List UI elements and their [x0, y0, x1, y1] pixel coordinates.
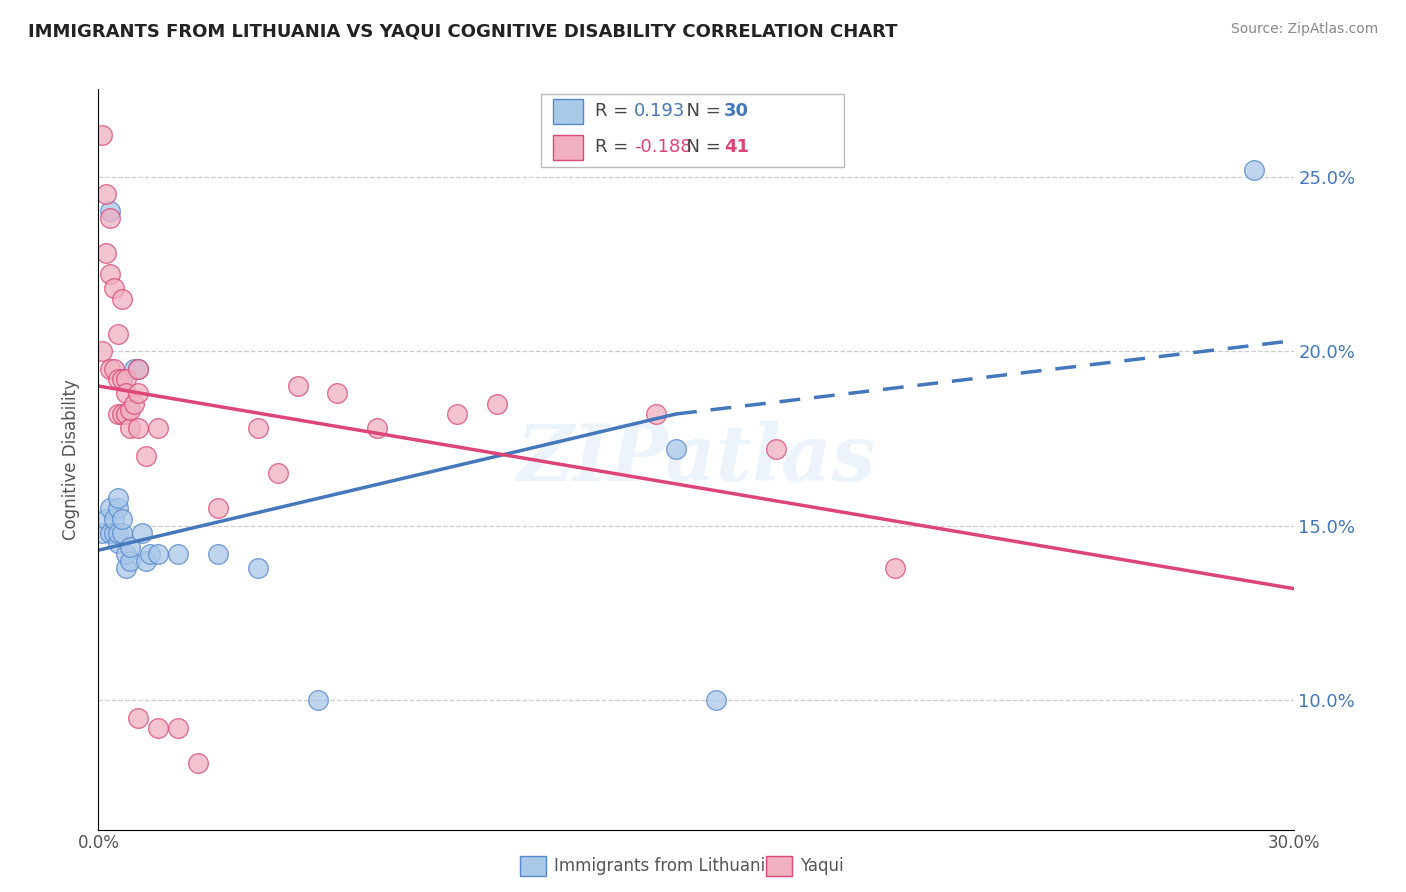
Point: [139, 547, 162, 561]
Point: [107, 326, 129, 341]
Text: N =: N =: [675, 138, 727, 156]
Text: Immigrants from Lithuania: Immigrants from Lithuania: [554, 857, 775, 875]
Point: [267, 467, 290, 481]
Point: [103, 525, 125, 540]
Point: [124, 361, 146, 376]
Point: [246, 560, 269, 574]
Text: R =: R =: [595, 138, 634, 156]
Point: [120, 421, 142, 435]
Point: [127, 421, 149, 435]
Point: [91, 525, 114, 540]
Point: [1243, 162, 1265, 177]
Point: [111, 372, 134, 386]
Point: [111, 292, 134, 306]
Text: -0.188: -0.188: [634, 138, 692, 156]
Point: [111, 512, 134, 526]
Point: [485, 396, 508, 410]
Point: [148, 547, 170, 561]
Point: [103, 512, 125, 526]
Point: [645, 407, 668, 421]
Point: [127, 711, 149, 725]
Text: ZIPatlas: ZIPatlas: [516, 421, 876, 498]
Point: [96, 186, 118, 201]
Point: [120, 403, 142, 417]
Point: [207, 501, 229, 516]
Text: 30: 30: [724, 103, 749, 120]
Point: [884, 560, 907, 574]
Point: [135, 554, 157, 568]
Point: [326, 386, 349, 401]
Point: [91, 128, 114, 142]
Point: [167, 547, 190, 561]
Text: R =: R =: [595, 103, 634, 120]
Point: [103, 281, 125, 295]
Point: [704, 693, 727, 707]
Text: Source: ZipAtlas.com: Source: ZipAtlas.com: [1230, 22, 1378, 37]
Point: [98, 525, 122, 540]
Point: [135, 449, 157, 463]
Point: [307, 693, 329, 707]
Text: N =: N =: [675, 103, 727, 120]
Point: [111, 525, 134, 540]
Point: [107, 372, 129, 386]
Point: [103, 361, 125, 376]
Point: [91, 344, 114, 359]
Point: [207, 547, 229, 561]
Text: 41: 41: [724, 138, 749, 156]
Point: [120, 540, 142, 554]
Point: [107, 525, 129, 540]
Point: [115, 547, 138, 561]
Point: [187, 756, 209, 771]
Point: [115, 372, 138, 386]
Point: [107, 501, 129, 516]
Point: [446, 407, 468, 421]
Point: [115, 386, 138, 401]
Point: [115, 407, 138, 421]
Point: [111, 407, 134, 421]
Point: [98, 501, 122, 516]
Y-axis label: Cognitive Disability: Cognitive Disability: [62, 379, 80, 540]
Point: [127, 361, 149, 376]
Point: [287, 379, 309, 393]
Point: [96, 246, 118, 260]
Point: [246, 421, 269, 435]
Text: 0.193: 0.193: [634, 103, 686, 120]
Point: [765, 442, 787, 456]
Point: [148, 721, 170, 735]
Point: [127, 361, 149, 376]
Point: [98, 211, 122, 226]
Point: [665, 442, 688, 456]
Point: [107, 536, 129, 550]
Text: Yaqui: Yaqui: [800, 857, 844, 875]
Point: [124, 396, 146, 410]
Point: [115, 560, 138, 574]
Point: [107, 407, 129, 421]
Point: [148, 421, 170, 435]
Point: [131, 525, 153, 540]
Point: [127, 386, 149, 401]
Point: [107, 491, 129, 505]
Text: IMMIGRANTS FROM LITHUANIA VS YAQUI COGNITIVE DISABILITY CORRELATION CHART: IMMIGRANTS FROM LITHUANIA VS YAQUI COGNI…: [28, 22, 897, 40]
Point: [167, 721, 190, 735]
Point: [96, 512, 118, 526]
Point: [98, 204, 122, 219]
Point: [366, 421, 388, 435]
Point: [98, 268, 122, 282]
Point: [120, 554, 142, 568]
Point: [98, 361, 122, 376]
